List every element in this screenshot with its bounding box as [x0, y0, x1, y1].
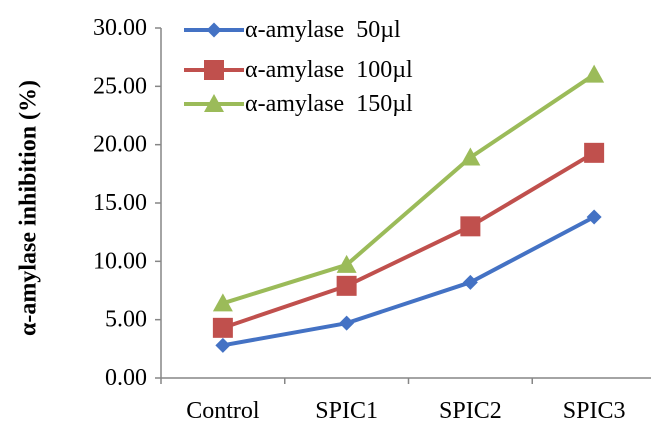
series-3 [212, 64, 605, 312]
legend: α-amylase 50µl α-amylase 100µl α-amylase 1… [184, 17, 413, 117]
y-tick-label: 10.00 [93, 248, 147, 274]
x-tick-label: SPIC1 [315, 398, 378, 424]
x-tick-label: SPIC3 [563, 398, 626, 424]
series-layer [212, 64, 605, 353]
series-2 [212, 142, 605, 338]
data-point [339, 315, 355, 331]
series-1 [215, 209, 602, 353]
data-point [462, 274, 478, 290]
y-tick-label: 0.00 [105, 365, 147, 391]
legend-item: α-amylase 50µl [184, 17, 401, 43]
legend-label: α-amylase 50µl [245, 17, 401, 43]
legend-marker [204, 60, 224, 80]
data-point [584, 64, 605, 83]
data-point [460, 147, 481, 166]
data-point [215, 337, 231, 353]
data-point [212, 317, 233, 338]
y-tick-label: 20.00 [93, 132, 147, 158]
data-point [460, 216, 481, 237]
series-line [222, 151, 596, 330]
x-axis-ticks: Control SPIC1 SPIC2 SPIC3 [160, 378, 626, 424]
data-point [584, 142, 605, 163]
y-axis-ticks: 0.00 5.00 10.00 15.00 20.00 25.00 30.00 [93, 15, 161, 391]
legend-label: α-amylase 150µl [245, 91, 413, 117]
legend-item: α-amylase 150µl [184, 91, 413, 117]
plot-area: 0.00 5.00 10.00 15.00 20.00 25.00 30.00 Contro… [93, 15, 651, 424]
data-point [586, 209, 602, 225]
legend-marker [204, 94, 224, 112]
x-tick-label: SPIC2 [439, 398, 502, 424]
y-tick-label: 25.00 [93, 73, 147, 99]
series-line [222, 215, 596, 348]
y-tick-label: 30.00 [93, 15, 147, 41]
legend-marker [206, 22, 222, 38]
y-tick-label: 15.00 [93, 190, 147, 216]
y-axis-title: α-amylase inhibition (%) [16, 80, 42, 336]
legend-item: α-amylase 100µl [184, 57, 413, 83]
legend-label: α-amylase 100µl [245, 57, 413, 83]
data-point [336, 275, 357, 296]
x-tick-label: Control [186, 398, 260, 424]
data-point [212, 293, 233, 312]
y-tick-label: 5.00 [105, 307, 147, 333]
data-point [336, 254, 357, 273]
series-line [222, 73, 596, 306]
